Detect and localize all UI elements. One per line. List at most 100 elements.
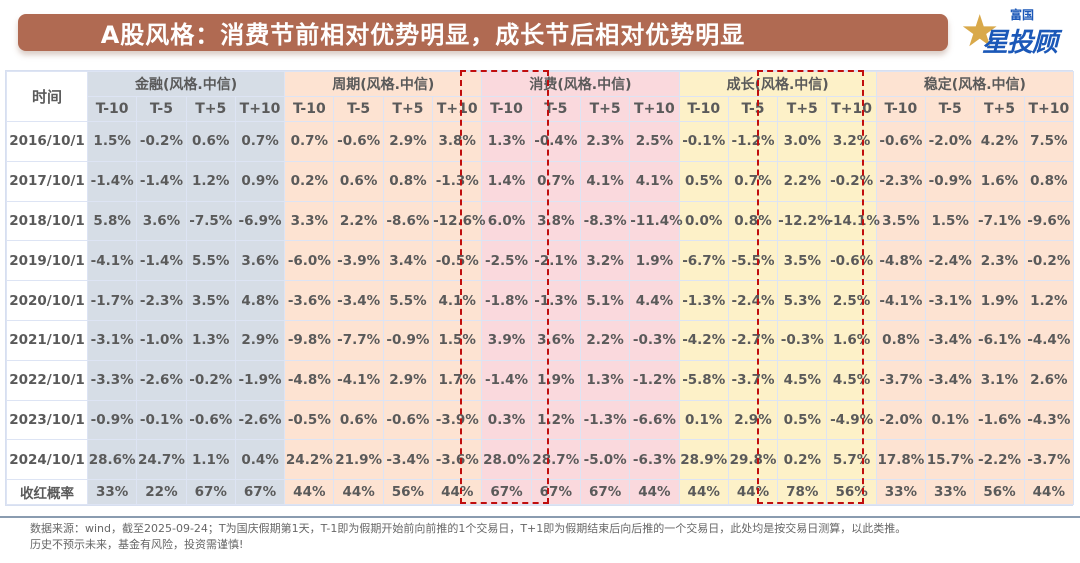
- cell-consumer-value: 4.1%: [579, 160, 631, 202]
- cell-cycle-value: -0.5%: [284, 399, 335, 441]
- cell-cycle-value: 0.6%: [333, 160, 384, 202]
- cell-growth-value: -14.1%: [826, 200, 880, 242]
- cell-growth-value: 0.2%: [777, 439, 828, 481]
- cell-stable-value: -3.4%: [925, 359, 976, 401]
- table-row: 2021/10/1 -3.1% -1.0% 1.3% 2.9% -9.8% -7.7% -0.…: [6, 319, 1075, 361]
- cell-stable-value: -2.3%: [875, 160, 927, 202]
- cell-growth-value: -1.3%: [678, 280, 729, 321]
- sub-header-stable-tplus10: T+10: [1023, 96, 1075, 122]
- cell-stable-value: -1.6%: [974, 399, 1025, 441]
- cell-finance-value: 3.5%: [185, 280, 236, 321]
- row-date: 2020/10/1: [6, 280, 88, 321]
- sub-header-finance-tminus5: T-5: [136, 96, 187, 122]
- cell-consumer-value: 3.8%: [530, 200, 581, 242]
- cell-growth-value: -12.2%: [777, 200, 831, 242]
- cell-finance-value: -1.7%: [86, 280, 138, 321]
- cell-stable-value: -3.7%: [875, 359, 927, 401]
- cell-growth-value: 1.6%: [826, 319, 877, 361]
- cell-finance-value: 24.7%: [136, 439, 187, 481]
- cell-finance-value: -4.1%: [86, 240, 138, 282]
- cell-growth-value: 29.8%: [727, 439, 779, 481]
- cell-consumer-value: 28.0%: [481, 439, 532, 481]
- summary-row: 收红概率 33% 22% 67% 67% 44% 44% 56% 44% 67% 67% 67% 44%…: [6, 479, 1075, 506]
- summary-cycle-value: 44%: [284, 479, 335, 506]
- cell-cycle-value: 1.7%: [432, 359, 483, 401]
- summary-stable-value: 56%: [974, 479, 1025, 506]
- sub-header-cycle-tplus5: T+5: [382, 96, 434, 122]
- cell-consumer-value: -1.4%: [481, 359, 532, 401]
- cell-consumer-value: -2.5%: [481, 240, 532, 282]
- cell-consumer-value: 3.6%: [530, 319, 581, 361]
- cell-cycle-value: 2.2%: [333, 200, 384, 242]
- sub-header-row: T-10 T-5 T+5 T+10 T-10 T-5 T+5 T+10 T-10 T-5 T+5 T+…: [7, 96, 1075, 122]
- sub-header-growth-tplus5: T+5: [777, 96, 828, 122]
- cell-finance-value: -3.1%: [86, 319, 138, 361]
- summary-cycle-value: 44%: [333, 479, 384, 506]
- cell-cycle-value: 3.3%: [284, 200, 335, 242]
- cell-growth-value: 0.8%: [727, 200, 779, 242]
- cell-cycle-value: 0.6%: [333, 399, 384, 441]
- summary-growth-value: 56%: [826, 479, 877, 506]
- sub-header-cycle-tplus10: T+10: [432, 96, 483, 122]
- table-row: 2017/10/1 -1.4% -1.4% 1.2% 0.9% 0.2% 0.6% 0.8% -…: [6, 160, 1075, 202]
- cell-consumer-value: -2.1%: [530, 240, 581, 282]
- cell-cycle-value: 3.8%: [432, 121, 483, 162]
- cell-consumer-value: -1.3%: [579, 399, 631, 441]
- cell-stable-value: -7.1%: [974, 200, 1025, 242]
- cell-cycle-value: -1.3%: [432, 160, 483, 202]
- cell-cycle-value: 5.5%: [382, 280, 434, 321]
- cell-stable-value: 0.1%: [925, 399, 976, 441]
- star-icon: ★: [960, 6, 1000, 57]
- sub-header-stable-tplus5: T+5: [974, 96, 1025, 122]
- cell-stable-value: -9.6%: [1023, 200, 1075, 242]
- cell-consumer-value: 1.4%: [481, 160, 532, 202]
- cell-stable-value: 2.6%: [1023, 359, 1075, 401]
- cell-consumer-value: -6.6%: [629, 399, 680, 441]
- cell-consumer-value: 1.9%: [629, 240, 680, 282]
- row-date: 2018/10/1: [6, 200, 88, 242]
- cell-growth-value: -2.4%: [727, 280, 779, 321]
- row-date: 2023/10/1: [6, 399, 88, 441]
- group-header-growth: 成长(风格.中信): [678, 71, 877, 97]
- logo: ★ 富国 星投顾: [960, 4, 1070, 58]
- cell-growth-value: -4.9%: [826, 399, 877, 441]
- cell-stable-value: 1.5%: [925, 200, 976, 242]
- logo-main-text: 星投顾: [982, 28, 1058, 58]
- cell-stable-value: -4.3%: [1023, 399, 1075, 441]
- cell-stable-value: -2.0%: [875, 399, 927, 441]
- cell-growth-value: 3.5%: [777, 240, 828, 282]
- cell-consumer-value: 4.1%: [629, 160, 680, 202]
- cell-growth-value: 0.5%: [678, 160, 729, 202]
- cell-finance-value: 0.7%: [234, 121, 286, 162]
- cell-consumer-value: 4.4%: [629, 280, 680, 321]
- cell-growth-value: 4.5%: [777, 359, 828, 401]
- cell-cycle-value: -3.6%: [432, 439, 483, 481]
- cell-growth-value: -2.7%: [727, 319, 779, 361]
- title-banner: A股风格：消费节前相对优势明显，成长节后相对优势明显: [18, 14, 948, 51]
- cell-finance-value: -3.3%: [86, 359, 138, 401]
- cell-stable-value: 17.8%: [875, 439, 927, 481]
- footer-divider: [0, 516, 1080, 518]
- table-row: 2018/10/1 5.8% 3.6% -7.5% -6.9% 3.3% 2.2% -8.6%…: [6, 200, 1075, 242]
- cell-finance-value: -2.6%: [136, 359, 187, 401]
- cell-finance-value: -1.4%: [136, 160, 187, 202]
- sub-header-stable-tminus5: T-5: [925, 96, 976, 122]
- cell-growth-value: 28.9%: [678, 439, 729, 481]
- cell-cycle-value: -3.9%: [333, 240, 384, 282]
- row-date: 2019/10/1: [6, 240, 88, 282]
- sub-header-growth-tplus10: T+10: [826, 96, 877, 122]
- group-header-consumer: 消费(风格.中信): [481, 71, 680, 97]
- cell-stable-value: -4.8%: [875, 240, 927, 282]
- cell-finance-value: -1.4%: [136, 240, 187, 282]
- cell-cycle-value: -12.6%: [432, 200, 486, 242]
- cell-cycle-value: -0.9%: [382, 319, 434, 361]
- cell-finance-value: -1.0%: [136, 319, 187, 361]
- cell-stable-value: 1.6%: [974, 160, 1025, 202]
- cell-consumer-value: 0.3%: [481, 399, 532, 441]
- cell-cycle-value: -3.6%: [284, 280, 335, 321]
- cell-finance-value: -2.3%: [136, 280, 187, 321]
- summary-consumer-value: 67%: [579, 479, 631, 506]
- cell-finance-value: -2.6%: [234, 399, 286, 441]
- row-date: 2021/10/1: [6, 319, 88, 361]
- cell-stable-value: 15.7%: [925, 439, 976, 481]
